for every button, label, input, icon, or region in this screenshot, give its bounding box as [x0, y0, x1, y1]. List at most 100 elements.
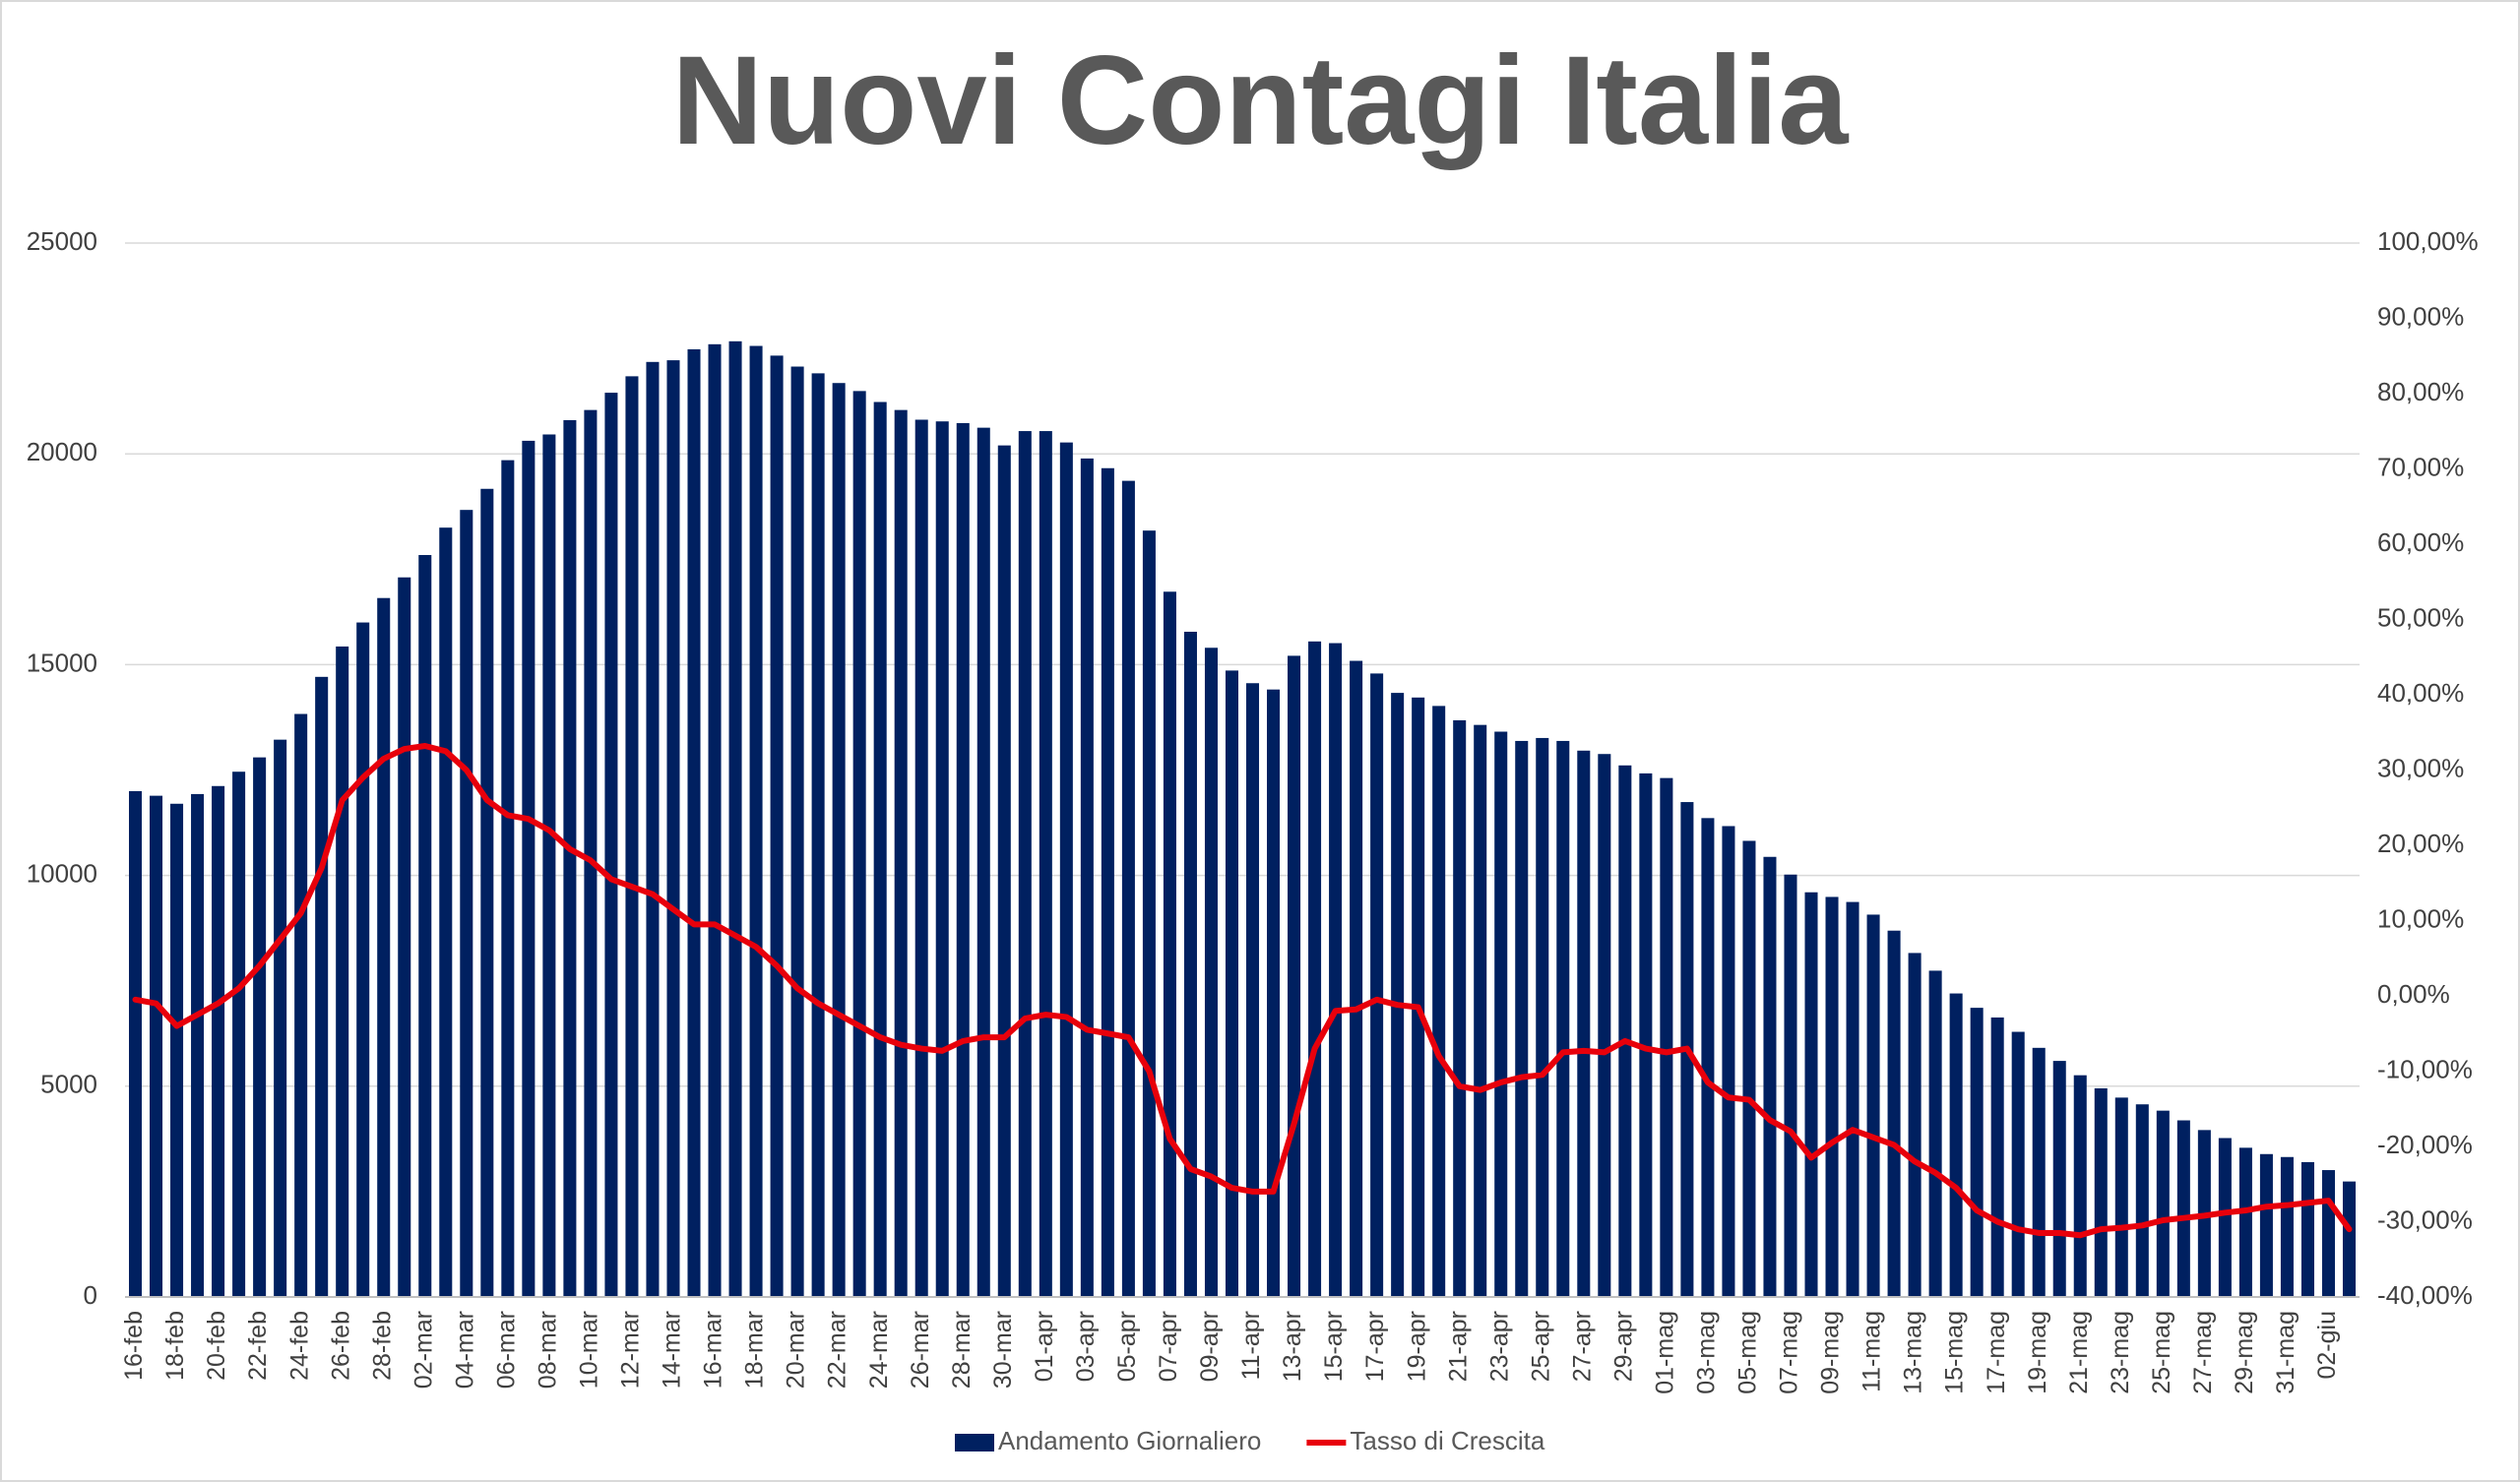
bar: [128, 790, 143, 1297]
bar: [1556, 740, 1570, 1297]
bar: [1866, 914, 1880, 1297]
x-tick-label: 20-mar: [783, 1311, 810, 1389]
bar: [356, 622, 370, 1297]
bar: [1267, 689, 1281, 1297]
bar: [398, 577, 411, 1297]
bar: [2342, 1181, 2357, 1297]
x-tick-label: 05-mag: [1734, 1311, 1762, 1394]
x-tick-label: 20-feb: [203, 1311, 230, 1381]
bar: [2300, 1161, 2314, 1297]
x-tick-label: 05-apr: [1113, 1311, 1141, 1382]
bar: [150, 795, 163, 1297]
bar: [253, 757, 267, 1297]
bar: [2094, 1087, 2108, 1297]
bar: [1494, 731, 1508, 1297]
bar: [2052, 1061, 2066, 1297]
y-tick-label: 0: [84, 1280, 97, 1310]
legend-swatch: [955, 1434, 994, 1451]
bar: [832, 383, 846, 1298]
x-tick-label: 06-mar: [492, 1311, 520, 1389]
bar: [377, 597, 391, 1297]
x-tick-label: 11-mag: [1858, 1311, 1886, 1392]
bar: [2176, 1120, 2190, 1297]
bar: [625, 376, 639, 1297]
x-tick-label: 19-apr: [1403, 1311, 1430, 1382]
x-tick-label: 01-apr: [1031, 1311, 1058, 1382]
y2-tick-label: 100,00%: [2377, 226, 2479, 256]
x-tick-label: 03-apr: [1072, 1311, 1100, 1382]
bar: [1701, 818, 1715, 1297]
x-tick-label: 02-mar: [410, 1311, 437, 1389]
bar: [2321, 1170, 2335, 1297]
bar: [873, 401, 887, 1297]
y-tick-label: 20000: [27, 437, 97, 466]
bar: [1474, 724, 1487, 1297]
bar: [2073, 1075, 2087, 1297]
bar: [212, 785, 225, 1297]
x-tick-label: 03-mag: [1693, 1311, 1721, 1394]
y2-tick-label: 0,00%: [2377, 979, 2450, 1009]
x-tick-label: 24-mar: [865, 1311, 893, 1389]
bar: [1183, 631, 1197, 1297]
y-tick-label: 25000: [27, 226, 97, 256]
bar: [997, 445, 1011, 1298]
bar: [1204, 648, 1218, 1297]
x-tick-label: 10-mar: [576, 1311, 603, 1389]
bar: [1990, 1017, 2004, 1297]
bar: [2114, 1097, 2128, 1297]
bar: [1618, 765, 1632, 1297]
x-tick-label: 11-apr: [1237, 1311, 1265, 1380]
bar: [2280, 1156, 2294, 1297]
bar: [1804, 892, 1818, 1297]
y2-tick-label: 60,00%: [2377, 527, 2464, 557]
x-tick-label: 26-feb: [327, 1311, 354, 1381]
bar: [1846, 901, 1859, 1297]
bar: [646, 361, 660, 1297]
bar: [790, 366, 804, 1297]
bar: [1059, 442, 1073, 1298]
bar: [749, 345, 763, 1297]
x-tick-label: 22-feb: [244, 1311, 272, 1381]
x-tick-label: 14-mar: [659, 1311, 686, 1389]
bar: [1639, 772, 1653, 1297]
x-tick-label: 09-apr: [1196, 1311, 1224, 1382]
bar: [2259, 1153, 2273, 1297]
line: [132, 743, 2353, 1239]
bar: [2011, 1031, 2025, 1297]
bar: [1142, 530, 1156, 1297]
bar: [1722, 826, 1735, 1297]
y-tick-label: 15000: [27, 648, 97, 677]
x-tick-label: 08-mar: [534, 1311, 561, 1389]
bar: [563, 419, 577, 1298]
bar: [1350, 660, 1363, 1297]
bar: [1763, 856, 1777, 1297]
y2-tick-label: -10,00%: [2377, 1054, 2473, 1083]
x-tick-label: 04-mar: [451, 1311, 478, 1389]
bar: [1245, 683, 1260, 1297]
bar: [1225, 670, 1239, 1297]
x-tick-label: 29-apr: [1609, 1311, 1637, 1382]
x-tick-label: 21-apr: [1444, 1311, 1472, 1382]
bar: [2238, 1147, 2252, 1297]
bar: [1039, 431, 1052, 1297]
y2-tick-label: -30,00%: [2377, 1204, 2473, 1234]
bar: [542, 434, 556, 1297]
x-tick-label: 30-mar: [989, 1311, 1017, 1389]
y2-tick-label: 10,00%: [2377, 903, 2464, 933]
x-tick-label: 27-apr: [1568, 1311, 1596, 1382]
bar: [1329, 643, 1343, 1297]
x-tick-label: 07-mag: [1776, 1311, 1803, 1394]
bar: [1163, 591, 1176, 1297]
bar: [1308, 641, 1322, 1297]
bar: [336, 646, 349, 1297]
y2-tick-label: 50,00%: [2377, 602, 2464, 632]
y-tick-label: 5000: [40, 1070, 97, 1099]
x-tick-label: 18-mar: [741, 1311, 769, 1389]
x-tick-label: 17-apr: [1361, 1311, 1389, 1382]
x-tick-label: 13-apr: [1279, 1311, 1306, 1382]
bar: [728, 340, 742, 1297]
bar: [232, 772, 246, 1297]
y2-tick-label: 40,00%: [2377, 678, 2464, 708]
bar: [666, 360, 680, 1297]
bar: [1370, 673, 1384, 1297]
